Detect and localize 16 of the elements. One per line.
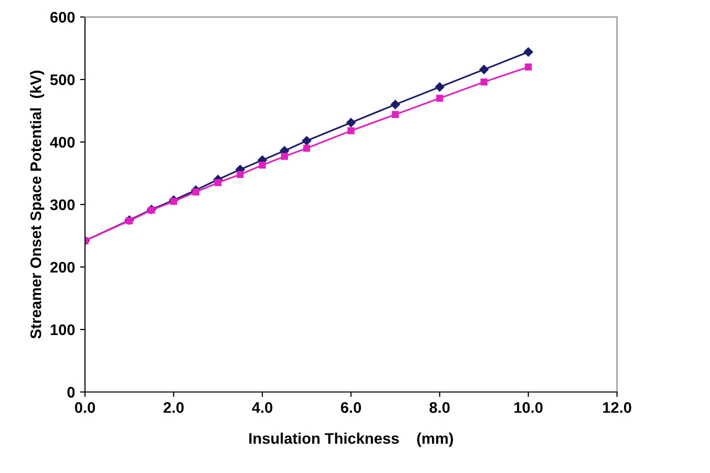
x-tick-label: 2.0 <box>164 402 184 413</box>
y-tick-label: 600 <box>50 12 75 23</box>
y-tick-label: 200 <box>50 262 75 273</box>
y-tick-label: 300 <box>50 199 75 210</box>
x-axis-title: Insulation Thickness (mm) <box>249 432 453 447</box>
y-tick-label: 500 <box>50 74 75 86</box>
x-tick-label: 6.0 <box>340 402 361 413</box>
x-tick-label: 4.0 <box>252 402 272 413</box>
x-tick-label: 0.0 <box>74 402 95 413</box>
x-tick-label: 10.0 <box>514 402 543 413</box>
y-axis-title: Streamer Onset Space Potential (kV) <box>30 70 44 339</box>
x-tick-label: 12.0 <box>603 402 632 413</box>
y-tick-label: 100 <box>50 324 75 336</box>
x-tick-label: 8.0 <box>430 402 450 413</box>
y-tick-label: 400 <box>50 136 75 148</box>
y-tick-label: 0 <box>67 386 75 398</box>
